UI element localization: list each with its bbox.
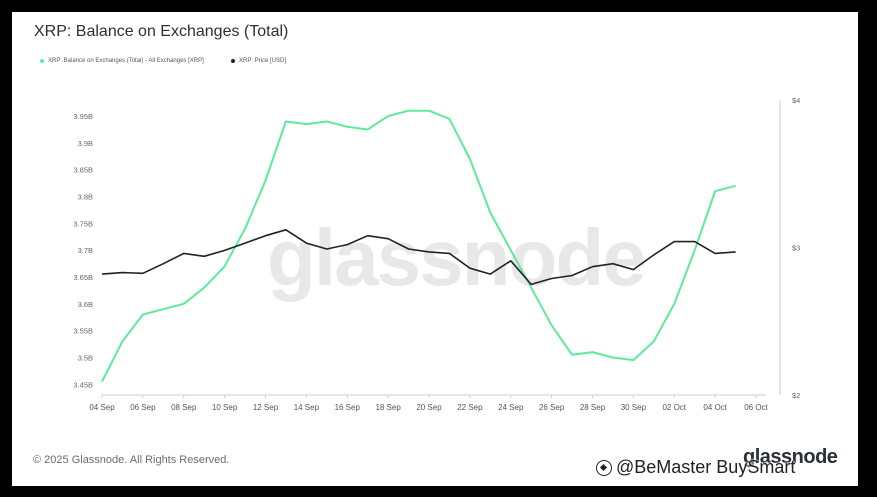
y-right-tick-label: $3 (792, 244, 800, 253)
x-tick-label: 10 Sep (212, 403, 238, 412)
copyright-text: © 2025 Glassnode. All Rights Reserved. (33, 454, 230, 466)
y-left-tick-label: 3.45B (73, 380, 93, 389)
x-tick-label: 06 Sep (130, 403, 156, 412)
x-tick-label: 26 Sep (539, 403, 565, 412)
x-tick-label: 02 Oct (662, 403, 686, 412)
y-left-tick-label: 3.95B (73, 112, 93, 121)
legend-item-balance[interactable]: XRP: Balance on Exchanges (Total) - All … (40, 58, 204, 64)
x-tick-label: 22 Sep (457, 403, 483, 412)
y-left-tick-label: 3.9B (78, 139, 93, 148)
y-left-tick-label: 3.65B (73, 273, 93, 282)
x-tick-label: 14 Sep (294, 403, 320, 412)
y-left-tick-label: 3.6B (78, 300, 93, 309)
x-tick-label: 06 Oct (744, 403, 768, 412)
y-left-tick-label: 3.75B (73, 219, 93, 228)
x-tick-label: 20 Sep (416, 403, 442, 412)
x-tick-label: 04 Oct (703, 403, 727, 412)
y-right-tick-label: $2 (792, 391, 800, 400)
series-line-balance (101, 109, 736, 383)
y-left-tick-label: 3.5B (78, 353, 93, 362)
chart-title: XRP: Balance on Exchanges (Total) (34, 23, 289, 40)
glassnode-logo[interactable]: glassnode (743, 446, 838, 468)
x-tick-label: 18 Sep (375, 403, 401, 412)
x-tick-label: 12 Sep (253, 403, 279, 412)
legend-label-price: XRP: Price [USD] (239, 58, 287, 64)
legend-label-balance: XRP: Balance on Exchanges (Total) - All … (48, 58, 204, 64)
x-tick-label: 04 Sep (89, 403, 115, 412)
overlay-watermark-text: @BeMaster BuySmart (616, 457, 796, 477)
chart-card: XRP: Balance on Exchanges (Total) XRP: B… (12, 12, 858, 486)
overlay-watermark: @BeMaster BuySmart (596, 457, 795, 478)
y-right-tick-label: $4 (792, 96, 800, 105)
x-tick-label: 16 Sep (335, 403, 361, 412)
legend-dot-balance (40, 59, 44, 63)
legend-dot-price (231, 59, 235, 63)
y-left-tick-label: 3.8B (78, 193, 93, 202)
y-left-tick-label: 3.85B (73, 166, 93, 175)
legend-item-price[interactable]: XRP: Price [USD] (231, 58, 286, 64)
x-tick-label: 28 Sep (580, 403, 606, 412)
x-tick-label: 24 Sep (498, 403, 524, 412)
y-left-tick-label: 3.55B (73, 327, 93, 336)
x-tick-label: 30 Sep (621, 403, 647, 412)
y-left-tick-label: 3.7B (78, 246, 93, 255)
chart-plot: 3.45B 3.5B 3.55B 3.6B 3.65B 3.7B 3.75B 3.8B 3.85… (73, 96, 800, 412)
binance-square-icon (596, 459, 612, 476)
series-line-price (101, 229, 736, 286)
x-tick-label: 08 Sep (171, 403, 197, 412)
